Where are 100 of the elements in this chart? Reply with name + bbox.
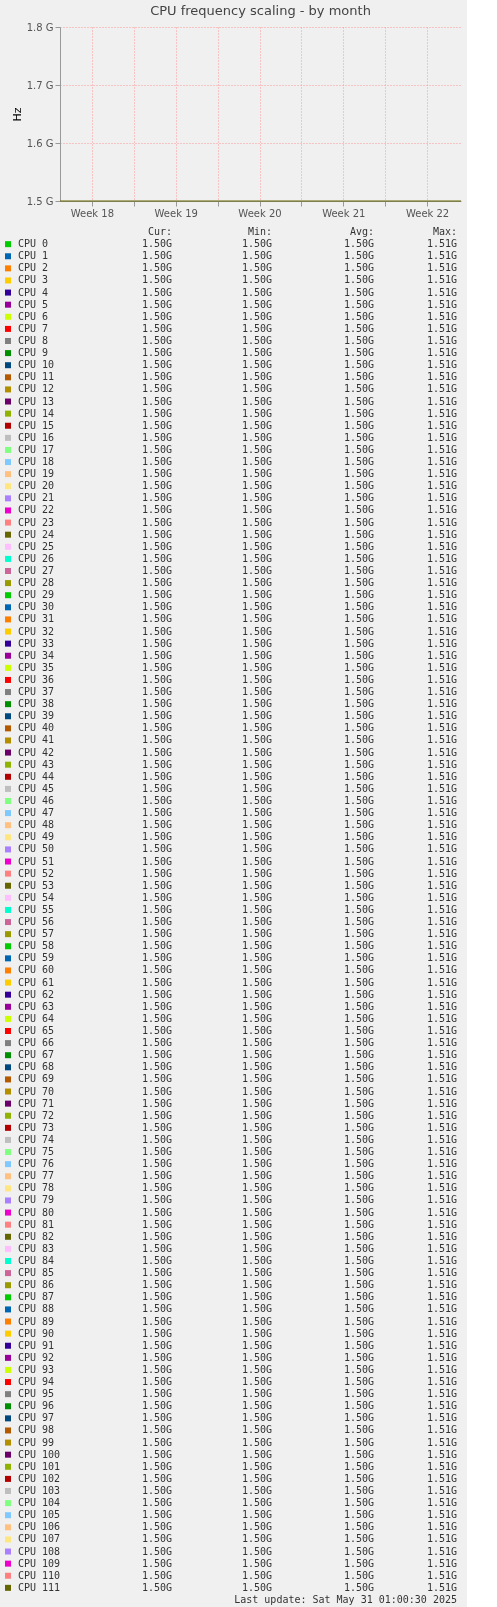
- text: 1.50G: [343, 492, 374, 504]
- text: 1.51G: [426, 746, 457, 758]
- legend-label: CPU 15: [18, 419, 55, 431]
- text: 1.50G: [141, 601, 172, 613]
- text: 1.51G: [426, 1497, 457, 1509]
- y-tick-label: 1.7 G: [26, 79, 54, 91]
- text: 1.50G: [141, 1388, 172, 1400]
- legend-label: CPU 42: [18, 746, 55, 758]
- text: Last update: Sat May 31 01:00:30 2025: [234, 1593, 457, 1605]
- text: 1.51G: [426, 274, 457, 286]
- text: 1.50G: [141, 589, 172, 601]
- y-axis-title: Hz: [10, 107, 24, 122]
- text: 1.50G: [241, 1521, 272, 1533]
- text: 1.50G: [141, 795, 172, 806]
- text: 1.50G: [241, 1073, 272, 1085]
- text: 1.50G: [241, 383, 272, 395]
- legend-label: CPU 46: [18, 795, 55, 806]
- text: 1.50G: [343, 238, 374, 250]
- legend-label: CPU 38: [18, 698, 55, 710]
- text: 1.50G: [141, 565, 172, 576]
- legend-label: CPU 109: [18, 1557, 61, 1569]
- text: 1.50G: [141, 940, 172, 952]
- text: 1.50G: [343, 589, 374, 601]
- text: 1.50G: [141, 976, 172, 988]
- text: 1.50G: [343, 1400, 374, 1412]
- text: 1.50G: [343, 637, 374, 649]
- text: 1.50G: [343, 1073, 374, 1085]
- text: 1.50G: [343, 286, 374, 298]
- text: 1.50G: [241, 1097, 272, 1109]
- text: 1.50G: [141, 673, 172, 685]
- text: 1.50G: [241, 1170, 272, 1182]
- text: 1.50G: [241, 1267, 272, 1279]
- legend-label: CPU 65: [18, 1025, 55, 1036]
- text: 1.50G: [141, 238, 172, 250]
- text: 1.50G: [141, 903, 172, 915]
- legend-label: CPU 44: [18, 770, 55, 782]
- text: 1.51G: [426, 1376, 457, 1388]
- text: 1.50G: [241, 1000, 272, 1012]
- text: 1.50G: [141, 1497, 172, 1509]
- legend-label: CPU 79: [18, 1194, 55, 1206]
- legend-label: CPU 66: [18, 1037, 55, 1049]
- legend-label: CPU 20: [18, 480, 55, 492]
- legend-label: CPU 81: [18, 1218, 55, 1230]
- text: 1.50G: [141, 419, 172, 431]
- text: 1.50G: [241, 1315, 272, 1327]
- legend-label: CPU 64: [18, 1012, 55, 1024]
- legend-label: CPU 31: [18, 613, 55, 625]
- text: 1.50G: [141, 322, 172, 334]
- legend-label: CPU 62: [18, 988, 55, 1000]
- text: Cur:: [147, 226, 172, 238]
- text: 1.50G: [241, 1194, 272, 1206]
- text: 1.50G: [141, 698, 172, 710]
- text: 1.51G: [426, 1230, 457, 1242]
- text: 1.50G: [241, 1049, 272, 1061]
- text: 1.50G: [343, 1315, 374, 1327]
- text: 1.50G: [343, 1255, 374, 1266]
- text: 1.50G: [343, 577, 374, 589]
- legend-label: CPU 23: [18, 516, 55, 528]
- text: 1.51G: [426, 480, 457, 492]
- legend-label: CPU 8: [18, 335, 49, 346]
- text: 1.50G: [141, 1400, 172, 1412]
- text: 1.50G: [241, 589, 272, 601]
- text: 1.50G: [343, 250, 374, 262]
- text: 1.50G: [343, 1158, 374, 1170]
- text: 1.50G: [241, 310, 272, 322]
- text: 1.50G: [141, 1267, 172, 1279]
- legend-label: CPU 93: [18, 1363, 55, 1375]
- text: 1.50G: [141, 383, 172, 395]
- text: 1.50G: [241, 891, 272, 903]
- text: 1.50G: [343, 1218, 374, 1230]
- text: 1.50G: [343, 1267, 374, 1279]
- legend-label: CPU 69: [18, 1073, 55, 1085]
- text: 1.50G: [343, 1133, 374, 1145]
- text: 1.51G: [426, 577, 457, 589]
- text: 1.51G: [426, 589, 457, 601]
- text: 1.51G: [426, 1485, 457, 1496]
- text: 1.51G: [426, 1012, 457, 1024]
- text: 1.50G: [241, 1230, 272, 1242]
- text: 1.50G: [241, 456, 272, 468]
- text: 1.50G: [141, 988, 172, 1000]
- legend-label: CPU 43: [18, 758, 55, 770]
- text: 1.50G: [241, 1569, 272, 1581]
- legend-label: CPU 72: [18, 1109, 55, 1121]
- text: 1.50G: [343, 1121, 374, 1133]
- text: 1.50G: [343, 1569, 374, 1581]
- text: 1.50G: [241, 1533, 272, 1545]
- text: 1.50G: [141, 1363, 172, 1375]
- text: 1.50G: [141, 298, 172, 310]
- legend-label: CPU 1: [18, 250, 49, 262]
- text: 1.51G: [426, 359, 457, 371]
- legend-label: CPU 39: [18, 710, 55, 722]
- text: 1.50G: [141, 1182, 172, 1194]
- text: 1.50G: [141, 456, 172, 468]
- text: 1.51G: [426, 419, 457, 431]
- text: 1.51G: [426, 395, 457, 407]
- text: 1.50G: [241, 734, 272, 746]
- text: 1.50G: [343, 1242, 374, 1254]
- text: 1.50G: [343, 1279, 374, 1291]
- text: 1.50G: [141, 1133, 172, 1145]
- legend-label: CPU 83: [18, 1242, 55, 1254]
